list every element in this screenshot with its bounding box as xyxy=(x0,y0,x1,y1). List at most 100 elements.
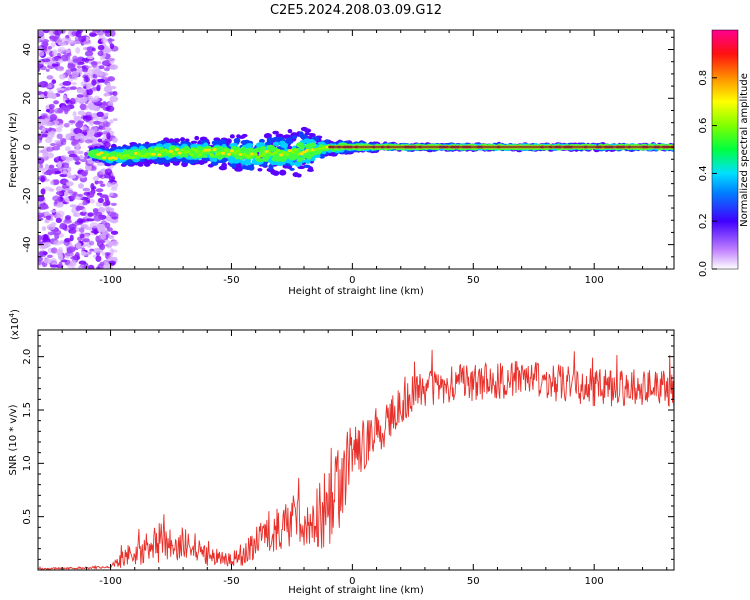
spectrogram-cell xyxy=(54,30,62,36)
spectrogram-cell xyxy=(82,187,91,192)
spectrogram-cell xyxy=(46,146,55,152)
spectrogram-cell xyxy=(87,129,95,137)
spectrogram-cell xyxy=(106,57,116,62)
spectrogram-ytick-label: 20 xyxy=(22,92,33,105)
spectrogram-cell xyxy=(39,163,44,169)
spectrogram-cell xyxy=(271,156,278,162)
spectrogram-cell xyxy=(77,183,85,189)
spectrogram-cell xyxy=(99,116,105,123)
spectrogram-cell xyxy=(92,175,100,182)
spectrogram-cell xyxy=(103,49,112,54)
spectrogram-peak xyxy=(116,153,121,157)
spectrogram-cell xyxy=(80,96,88,103)
spectrogram-cell xyxy=(84,233,90,239)
spectrogram-peak xyxy=(235,149,240,153)
spectrogram-peak xyxy=(189,153,194,157)
spectrogram-cell xyxy=(69,97,76,105)
spectrogram-cell xyxy=(78,266,83,269)
spectrogram-cell xyxy=(65,251,74,257)
snr-xtick-label: -100 xyxy=(99,576,122,587)
spectrogram-cell xyxy=(236,134,241,139)
spectrogram-cell xyxy=(109,95,119,103)
snr-ytick-label: 2.0 xyxy=(22,349,33,365)
spectrogram-cell xyxy=(279,142,289,148)
spectrogram-cell xyxy=(103,67,110,72)
spectrogram-cell xyxy=(141,148,148,153)
spectrogram-cell xyxy=(96,84,101,92)
spectrogram-cell xyxy=(93,229,98,235)
spectrogram-cell xyxy=(194,135,200,141)
spectrogram-cell xyxy=(110,30,116,37)
spectrogram-cell xyxy=(312,154,321,158)
spectrogram-cell xyxy=(259,138,265,144)
spectrogram-cell xyxy=(57,58,64,64)
spectrogram-cell xyxy=(67,75,74,83)
spectrogram-cell xyxy=(229,134,235,139)
colorbar-tick-label: 0.0 xyxy=(698,261,709,277)
spectrogram-cell xyxy=(62,81,72,86)
spectrogram-cell xyxy=(70,86,77,90)
spectrogram-cell xyxy=(102,30,112,34)
spectrogram-cell xyxy=(96,162,105,167)
spectrogram-cell xyxy=(64,197,70,203)
spectrogram-frame xyxy=(37,29,675,270)
spectrogram-cell xyxy=(108,235,115,240)
spectrogram-cell xyxy=(88,240,95,246)
spectrogram-cell xyxy=(75,242,82,249)
spectrogram-cell xyxy=(178,154,185,158)
snr-xtick-label: 100 xyxy=(585,576,604,587)
spectrogram-cell xyxy=(257,142,266,147)
spectrogram-cell xyxy=(46,92,56,99)
spectrogram-cell xyxy=(111,240,119,247)
spectrogram-cell xyxy=(72,55,78,62)
spectrogram-peak xyxy=(171,152,177,156)
spectrogram-cell xyxy=(59,137,67,143)
spectrogram-cell xyxy=(99,243,106,251)
spectrogram-cell xyxy=(52,195,61,202)
snr-scale-close: ) xyxy=(10,309,21,313)
colorbar-tick-label: 0.8 xyxy=(698,70,709,86)
spectrogram-cell xyxy=(55,186,63,192)
spectrogram-cell xyxy=(91,79,97,86)
snr-frame xyxy=(37,329,675,571)
spectrogram-cell xyxy=(47,254,53,258)
spectrogram-cell xyxy=(43,258,52,264)
spectrogram-cell xyxy=(106,227,113,232)
spectrogram-cell xyxy=(102,101,107,106)
spectrogram-cell xyxy=(241,165,249,170)
spectrogram-cell xyxy=(65,69,72,76)
spectrogram-cell xyxy=(80,81,87,87)
spectrogram-cell xyxy=(304,144,312,149)
spectrogram-peak xyxy=(125,153,130,157)
spectrogram-cell xyxy=(59,222,66,229)
spectrogram-cell xyxy=(50,42,56,48)
spectrogram-cell xyxy=(69,204,78,208)
spectrogram-cell xyxy=(69,120,76,124)
spectrogram-peak xyxy=(192,148,197,152)
spectrogram-cell xyxy=(107,101,114,107)
spectrogram-cell xyxy=(50,142,57,147)
spectrogram-cell xyxy=(40,176,46,183)
spectrogram-cell xyxy=(58,261,63,269)
spectrogram-cell xyxy=(65,133,72,141)
spectrogram-cell xyxy=(184,138,190,143)
snr-ylabel: SNR (10 * v/v) xyxy=(8,404,19,475)
spectrogram-peak xyxy=(252,152,258,156)
spectrogram-cell xyxy=(91,61,98,68)
spectrogram-cell xyxy=(268,163,274,170)
spectrogram-cell xyxy=(289,167,295,171)
spectrogram-cell xyxy=(92,210,98,218)
spectrogram-peak xyxy=(151,152,156,156)
spectrogram-cell xyxy=(98,121,106,129)
spectrogram-cell xyxy=(93,126,98,133)
spectrogram-panel: -100 -50 0 50 100 -40 -20 0 20 40 Height of strai… xyxy=(8,29,675,297)
spectrogram-cell xyxy=(93,215,102,222)
spectrogram-cell xyxy=(98,65,105,70)
spectrogram-cell xyxy=(99,183,106,187)
spectrogram-cell xyxy=(79,103,87,111)
spectrogram-cell xyxy=(218,165,228,171)
spectrogram-cell xyxy=(97,180,104,184)
spectrogram-cell xyxy=(42,149,48,156)
spectrogram-ytick-label: -40 xyxy=(22,236,33,252)
spectrogram-cell xyxy=(104,251,111,256)
